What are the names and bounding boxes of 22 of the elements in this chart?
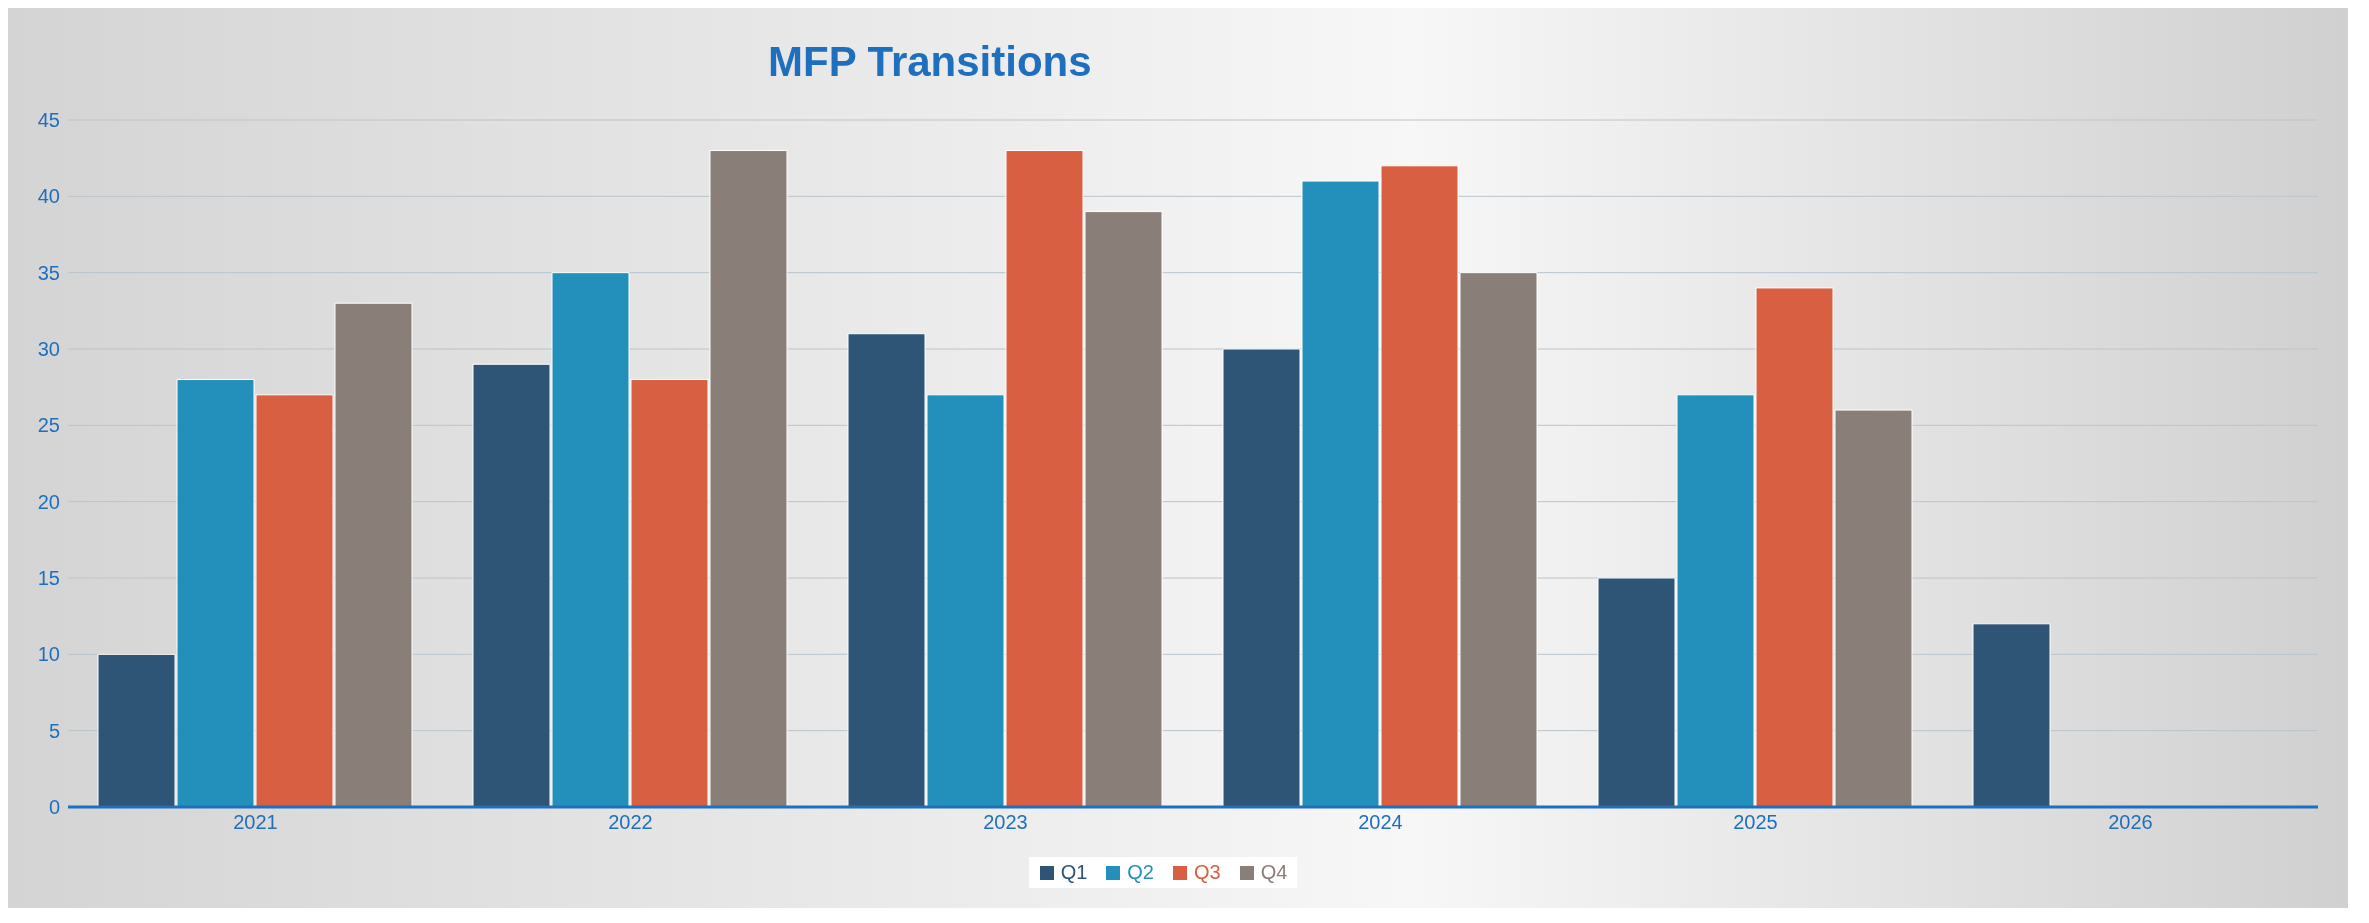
y-tick-label: 40 xyxy=(37,185,60,208)
x-tick-label: 2021 xyxy=(233,811,278,834)
legend-label: Q1 xyxy=(1060,861,1088,884)
y-tick-label: 5 xyxy=(48,719,60,742)
bar xyxy=(1972,623,2051,807)
x-tick-label: 2026 xyxy=(2108,811,2153,834)
y-tick-label: 10 xyxy=(37,643,60,666)
legend-label: Q3 xyxy=(1194,861,1221,884)
chart-title: MFP Transitions xyxy=(768,38,1092,86)
x-tick-label: 2024 xyxy=(1358,811,1403,834)
x-tick-label: 2025 xyxy=(1733,811,1778,834)
y-tick-label: 30 xyxy=(37,338,60,361)
y-tick-label: 20 xyxy=(37,490,60,513)
y-tick-label: 25 xyxy=(37,414,60,437)
text: Q4 xyxy=(1260,861,1288,884)
legend-label: Q2 xyxy=(1127,861,1154,884)
x-tick-label: 2023 xyxy=(983,811,1028,834)
x-tick-label: 2022 xyxy=(608,811,653,834)
y-tick-label: 0 xyxy=(48,796,60,819)
y-tick-label: 45 xyxy=(37,109,60,132)
y-tick-label: 35 xyxy=(37,261,60,284)
y-tick-label: 15 xyxy=(37,567,60,590)
